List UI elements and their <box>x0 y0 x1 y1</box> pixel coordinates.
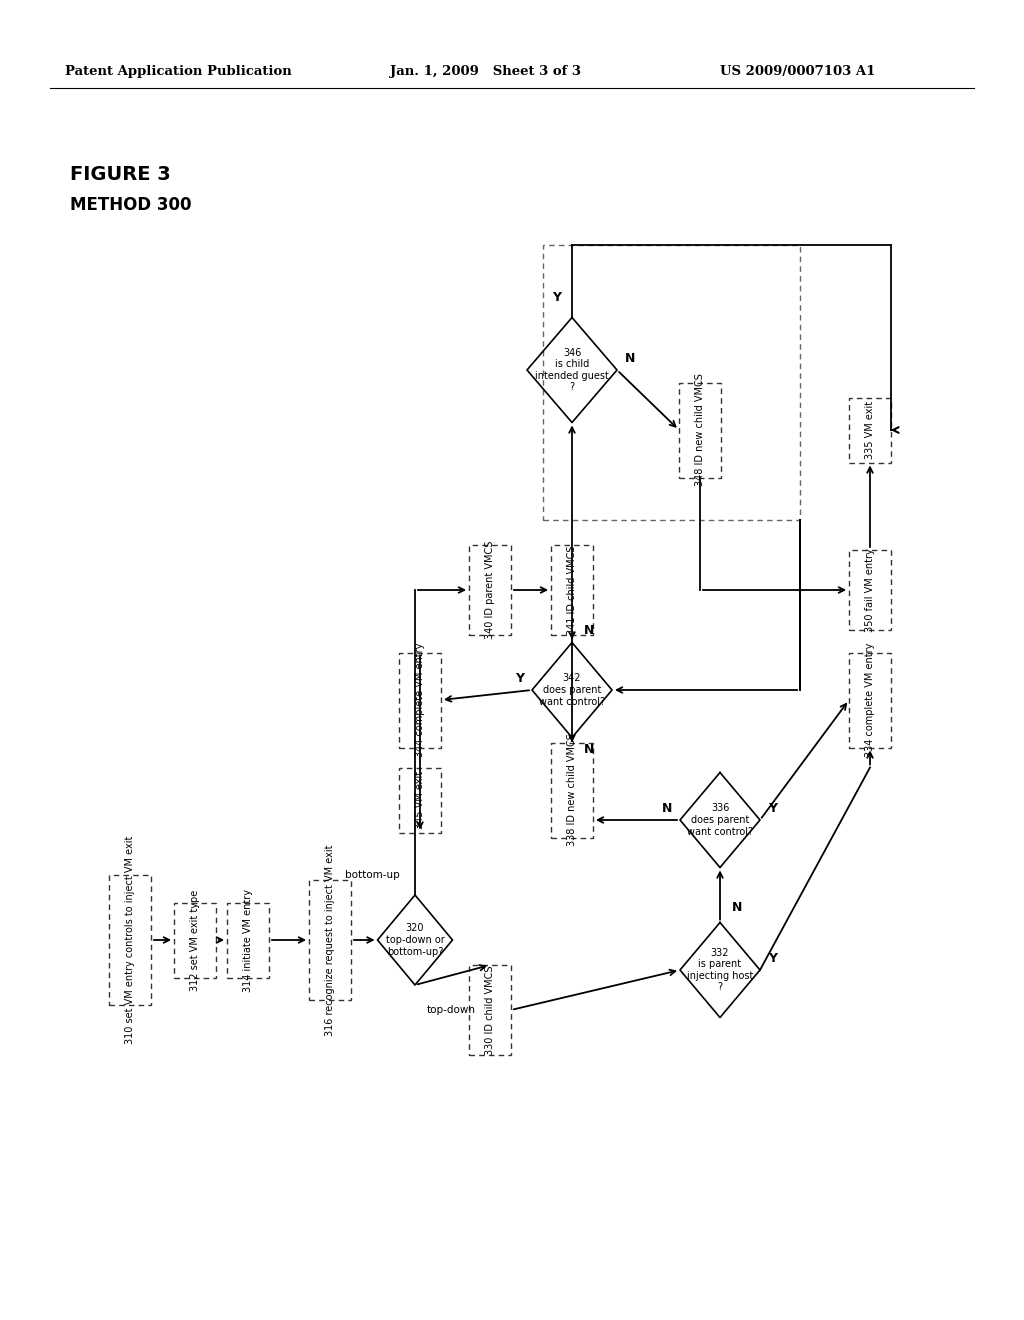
Text: 346
is child
intended guest
?: 346 is child intended guest ? <box>536 347 609 392</box>
Text: 345 VM exit: 345 VM exit <box>415 771 425 829</box>
Bar <box>551 545 593 635</box>
Bar <box>849 652 891 747</box>
Text: 332
is parent
injecting host
?: 332 is parent injecting host ? <box>687 948 754 993</box>
Bar <box>543 246 800 520</box>
Text: Y: Y <box>553 290 561 304</box>
Text: bottom-up: bottom-up <box>345 870 400 880</box>
Bar <box>174 903 216 978</box>
Bar <box>679 383 721 478</box>
Text: FIGURE 3: FIGURE 3 <box>70 165 171 185</box>
Text: N: N <box>732 902 742 913</box>
Text: top-down: top-down <box>427 1005 476 1015</box>
Text: METHOD 300: METHOD 300 <box>70 195 191 214</box>
Text: N: N <box>584 624 594 638</box>
Text: Y: Y <box>768 952 777 965</box>
Bar <box>399 652 441 747</box>
Bar <box>109 875 151 1005</box>
Text: 336
does parent
want control?: 336 does parent want control? <box>687 804 753 837</box>
Text: Y: Y <box>515 672 524 685</box>
Text: N: N <box>584 743 594 756</box>
Bar <box>849 550 891 630</box>
Text: Y: Y <box>768 801 777 814</box>
Text: 341 ID child VMCS: 341 ID child VMCS <box>567 545 577 635</box>
Text: 320
top-down or
bottom-up?: 320 top-down or bottom-up? <box>386 924 444 957</box>
Text: 350 fail VM entry: 350 fail VM entry <box>865 548 874 632</box>
Text: N: N <box>662 801 672 814</box>
Bar <box>551 742 593 837</box>
Bar <box>849 397 891 462</box>
Bar <box>399 767 441 833</box>
Text: Patent Application Publication: Patent Application Publication <box>65 65 292 78</box>
Text: 335 VM exit: 335 VM exit <box>865 401 874 459</box>
Text: 342
does parent
want control?: 342 does parent want control? <box>539 673 605 706</box>
Text: 312 set VM exit type: 312 set VM exit type <box>190 890 200 990</box>
Bar <box>469 965 511 1055</box>
Text: 340 ID parent VMCS: 340 ID parent VMCS <box>485 541 495 639</box>
Text: N: N <box>625 351 635 364</box>
Text: 310 set VM entry controls to inject VM exit: 310 set VM entry controls to inject VM e… <box>125 836 135 1044</box>
Text: Jan. 1, 2009   Sheet 3 of 3: Jan. 1, 2009 Sheet 3 of 3 <box>390 65 581 78</box>
Text: 348 ID new child VMCS: 348 ID new child VMCS <box>695 374 705 487</box>
Text: 338 ID new child VMCS: 338 ID new child VMCS <box>567 734 577 846</box>
Text: 314 initiate VM entry: 314 initiate VM entry <box>243 888 253 991</box>
Text: 316 recognize request to inject VM exit: 316 recognize request to inject VM exit <box>325 845 335 1036</box>
Text: 334 complete VM entry: 334 complete VM entry <box>865 643 874 758</box>
Bar <box>469 545 511 635</box>
Text: US 2009/0007103 A1: US 2009/0007103 A1 <box>720 65 876 78</box>
Bar <box>227 903 269 978</box>
Bar <box>309 880 351 1001</box>
Text: 344 complete VM entry: 344 complete VM entry <box>415 643 425 758</box>
Text: 330 ID child VMCS: 330 ID child VMCS <box>485 965 495 1055</box>
